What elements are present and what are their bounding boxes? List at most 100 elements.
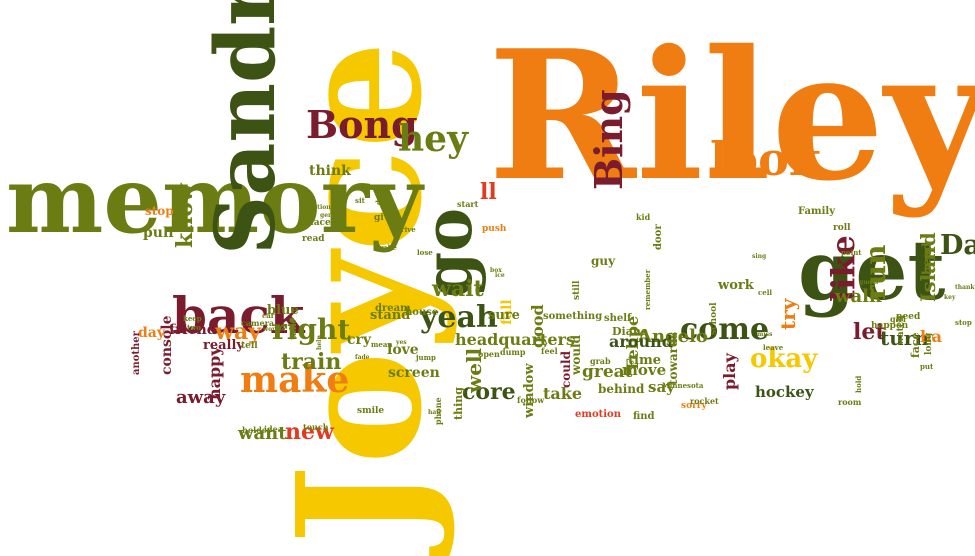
word-thing: thing: [452, 387, 465, 420]
word-wait: wait: [432, 276, 484, 303]
word-headquarters: headquarters: [455, 330, 575, 350]
word-behind: behind: [598, 381, 645, 396]
word-back: back: [172, 285, 305, 345]
word-family: Family: [798, 205, 836, 217]
word-open: open: [478, 349, 500, 360]
word-kid: kid: [636, 212, 651, 223]
word-look: look: [710, 131, 821, 186]
word-know: know: [172, 183, 198, 248]
word-rocket: rocket: [690, 396, 719, 407]
word-door: door: [653, 224, 664, 250]
word-holder: holder: [242, 425, 272, 436]
word-could: could: [559, 351, 573, 388]
word-gen: gen: [320, 211, 333, 219]
word-blue: blue: [267, 302, 299, 318]
word-want: want: [238, 422, 287, 444]
word-friend: friend: [169, 322, 217, 339]
word-emotion-small: emotion: [303, 203, 331, 211]
word-mean: mean: [371, 340, 393, 350]
word-grab: grab: [590, 356, 611, 367]
word-leave: leave: [763, 343, 784, 353]
word-try: try: [776, 298, 800, 330]
word-take: take: [543, 384, 583, 404]
word-ll: ll: [480, 179, 497, 206]
word-move: move: [622, 361, 667, 380]
word-great: great: [582, 361, 633, 382]
word-room: room: [838, 397, 862, 408]
word-tell: tell: [241, 341, 258, 352]
word-core: core: [462, 379, 516, 406]
word-ice: ice: [495, 271, 505, 279]
word-window: window: [522, 363, 537, 418]
word-sorry: sorry: [681, 401, 707, 412]
word-think: think: [309, 163, 351, 180]
word-house: house: [405, 306, 439, 318]
word-roll: roll: [833, 223, 851, 234]
word-guess: guess: [859, 278, 879, 286]
word-face: face: [909, 332, 922, 358]
word-stop: stop: [145, 203, 174, 218]
word-drop: drop: [374, 186, 383, 205]
word-stop-small: stop: [955, 318, 972, 328]
word-push: push: [482, 224, 507, 235]
word-bing: Bing: [586, 89, 631, 190]
word-cell: cell: [758, 288, 773, 298]
word-place: place: [304, 218, 331, 229]
word-right: right: [272, 313, 351, 347]
word-dump: dump: [500, 347, 526, 358]
word-sandra: Sandra: [198, 0, 294, 255]
word-shelf: shelf: [604, 312, 632, 324]
word-minnesota: Minnesota: [662, 381, 704, 391]
word-give: give: [374, 213, 395, 224]
word-two: two: [187, 323, 201, 333]
word-sing: sing: [752, 252, 767, 260]
word-yes: yes: [396, 338, 407, 346]
word-time: time: [628, 352, 661, 368]
word-diane: Diane: [612, 324, 648, 338]
word-let: let: [853, 319, 886, 346]
word-get: get: [798, 223, 946, 320]
word-day: day: [138, 325, 165, 342]
word-lose: lose: [417, 248, 433, 258]
word-box: box: [490, 266, 502, 274]
word-hockey: hockey: [755, 383, 814, 402]
word-idea: idea: [264, 424, 283, 435]
word-say: say: [648, 378, 675, 397]
word-way: way: [215, 319, 261, 346]
word-girl: girl: [890, 314, 906, 325]
word-sit: sit: [355, 196, 365, 206]
word-okay: okay: [750, 343, 818, 374]
word-stand: stand: [370, 307, 411, 323]
word-hold: hold: [854, 375, 863, 393]
word-feel: feel: [541, 346, 558, 357]
word-wake: wake: [377, 243, 397, 253]
word-sure: sure: [488, 307, 520, 323]
word-start: start: [457, 199, 479, 210]
word-dream: dream: [375, 302, 411, 314]
word-still: still: [572, 280, 582, 300]
word-make: make: [240, 359, 350, 402]
word-need: need: [896, 312, 921, 323]
word-pull: pull: [143, 225, 174, 242]
word-new: new: [285, 419, 334, 446]
word-point: point: [841, 248, 862, 258]
word-talk: talk: [289, 320, 299, 340]
word-thank: thank: [955, 283, 975, 291]
word-miss: miss: [757, 330, 773, 338]
word-hey: hey: [398, 118, 468, 161]
word-emotion: emotion: [575, 408, 621, 420]
word-towards: towards: [666, 331, 680, 385]
word-fade: fade: [355, 353, 370, 361]
word-camera: camera: [241, 318, 275, 329]
word-find: find: [633, 410, 655, 422]
word-jump: jump: [416, 353, 436, 363]
word-walk: walk: [835, 285, 882, 307]
word-key: key: [944, 293, 956, 301]
word-cry: cry: [347, 332, 372, 349]
word-bong: Bong: [306, 101, 418, 147]
word-read: read: [302, 234, 325, 245]
word-away: away: [176, 386, 226, 408]
word-smile: smile: [357, 406, 385, 417]
word-train: train: [281, 349, 342, 376]
word-riley: Riley: [488, 10, 975, 220]
